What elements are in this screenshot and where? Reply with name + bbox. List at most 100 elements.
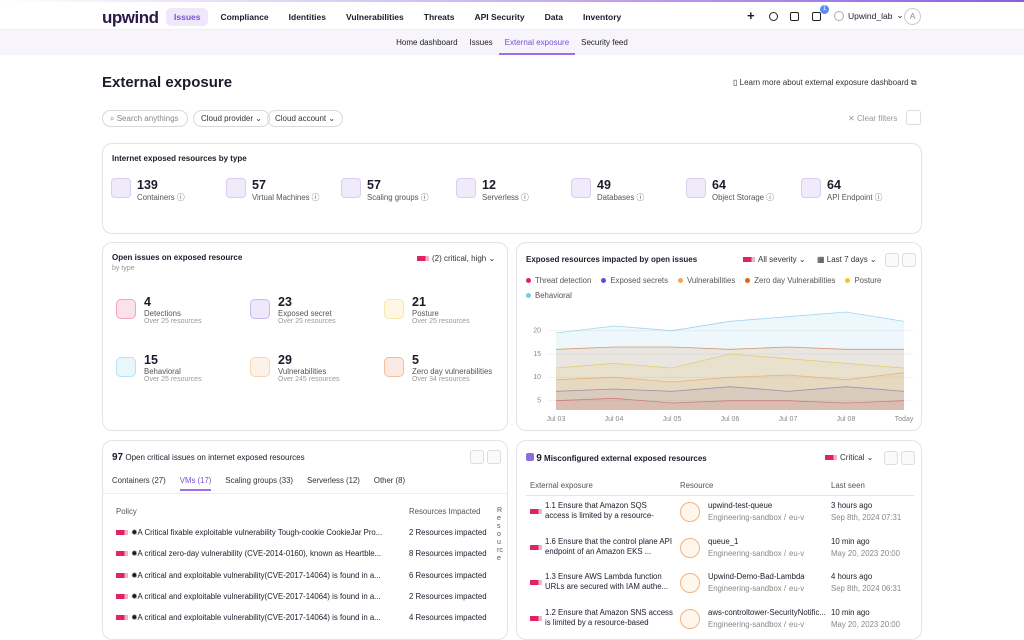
resource-icon: [680, 502, 700, 522]
impacted: 4 Resources impacted: [409, 613, 487, 623]
issue-stat: 4 Detections Over 25 resources: [116, 295, 202, 325]
nav-item[interactable]: Vulnerabilities: [345, 12, 404, 22]
column-header: Last seen: [831, 481, 865, 490]
download-button[interactable]: [902, 253, 916, 267]
expand-button[interactable]: [470, 450, 484, 464]
filter-dropdown[interactable]: Cloud account ⌄: [267, 110, 344, 127]
legend-swatch: [845, 278, 851, 283]
policy-text: A critical and exploitable vulnerability…: [137, 570, 381, 580]
issue-row[interactable]: ✹ A critical and exploitable vulnerabili…: [116, 571, 381, 580]
download-button[interactable]: [487, 450, 501, 464]
resource-label-line: Scaling groups ⓘ: [367, 193, 429, 202]
nav-item[interactable]: Inventory: [583, 12, 622, 22]
account: Engineering-sandbox /: [708, 548, 787, 558]
settings-icon[interactable]: [769, 12, 778, 21]
nav-item[interactable]: Identities: [288, 12, 326, 22]
issue-row[interactable]: ✹ A critical and exploitable vulnerabili…: [116, 592, 381, 601]
download-button[interactable]: [906, 110, 921, 125]
resource-icon: [341, 178, 361, 198]
resource-label: Scaling groups: [367, 193, 419, 202]
nav-item[interactable]: Threats: [423, 12, 455, 22]
account-switcher[interactable]: Upwind_lab ⌄: [834, 10, 904, 21]
sub-nav-item[interactable]: External exposure: [498, 30, 576, 55]
nav-item[interactable]: Issues: [166, 8, 209, 26]
legend-swatch: [601, 278, 607, 283]
time-filter[interactable]: ▦ Last 7 days ⌄: [817, 255, 877, 264]
y-tick-label: 10: [533, 374, 541, 381]
policy-text: A critical zero-day vulnerability (CVE-2…: [137, 549, 382, 559]
resource-label: Databases: [597, 193, 635, 202]
tab[interactable]: VMs (17): [179, 476, 212, 491]
filter-dropdown[interactable]: Cloud provider ⌄: [193, 110, 270, 127]
nav-item[interactable]: Data: [544, 12, 563, 22]
resource-name: Upwind-Demo-Bad-Lambda: [708, 572, 805, 581]
area: [556, 347, 904, 410]
expand-button[interactable]: [885, 253, 899, 267]
nav-item[interactable]: API Security: [474, 12, 525, 22]
exposed-resources-card: Internet exposed resources by type 139 Co…: [102, 143, 922, 234]
column-header: Policy: [116, 507, 137, 516]
resource-icon: [680, 608, 700, 629]
resource-name: queue_1: [708, 536, 739, 546]
resource-text: 139 Containers ⓘ: [137, 178, 185, 203]
issue-label: Vulnerabilities: [278, 367, 327, 376]
nav-item[interactable]: Compliance: [220, 12, 269, 22]
issue-detail: Over 25 resources: [412, 318, 470, 325]
last-seen: 10 min ago: [831, 607, 870, 617]
issue-icon: [384, 299, 404, 319]
severity-filter[interactable]: All severity ⌄: [743, 255, 806, 264]
severity-filter[interactable]: Critical ⌄: [825, 453, 873, 462]
notification-icon[interactable]: [812, 12, 821, 21]
clear-filters[interactable]: ✕ Clear filters: [848, 114, 898, 123]
issue-row[interactable]: ✹ A critical zero-day vulnerability (CVE…: [116, 549, 381, 558]
resource-icon: [226, 178, 246, 198]
divider: [526, 495, 914, 496]
resource-text: 64 API Endpoint ⓘ: [827, 178, 882, 203]
docs-icon[interactable]: [790, 12, 799, 21]
severity-filter-text: Critical: [840, 453, 865, 462]
resource-icon: [686, 178, 706, 198]
sub-nav-item[interactable]: Security feed: [581, 38, 628, 47]
issue-row[interactable]: ✹ A critical and exploitable vulnerabili…: [116, 613, 381, 622]
help-link[interactable]: ▯ Learn more about external exposure das…: [733, 78, 917, 87]
expand-button[interactable]: [884, 451, 898, 465]
resource-count: 12: [482, 178, 496, 192]
tab[interactable]: Containers (27): [112, 476, 166, 485]
column-header: Resources Impacted: [409, 507, 481, 516]
legend-swatch: [526, 293, 531, 298]
notification-badge: 1: [820, 5, 829, 14]
severity-bars: [116, 593, 128, 599]
logo[interactable]: upwind: [102, 8, 159, 27]
resource-stat: 64 API Endpoint ⓘ: [801, 178, 882, 203]
tab[interactable]: Other (8): [373, 476, 406, 485]
tabs: Containers (27) VMs (17) Scaling groups (3…: [112, 476, 405, 491]
resource-icon: [680, 537, 700, 558]
legend-swatch: [745, 278, 751, 283]
issue-text: 4 Detections Over 25 resources: [144, 295, 202, 325]
card-title: Misconfigured external exposed resources: [544, 454, 707, 463]
column-header: External exposure: [530, 481, 593, 490]
tab[interactable]: Scaling groups (33): [225, 476, 294, 485]
legend-item: Exposed secrets: [601, 273, 668, 288]
avatar[interactable]: A: [904, 8, 921, 25]
resource-label: Serverless: [482, 193, 519, 202]
severity-filter[interactable]: (2) critical, high ⌄: [417, 254, 495, 263]
resource-location: Engineering-sandbox / eu-v: [708, 549, 804, 558]
issue-text: 15 Behavioral Over 25 resources: [144, 353, 202, 383]
legend-label: Posture: [854, 276, 882, 285]
resource-location: Engineering-sandbox / eu-v: [708, 584, 804, 593]
search-box[interactable]: ⌕ Search anythings: [102, 110, 188, 127]
add-button[interactable]: +: [747, 8, 755, 23]
legend-item: Behavioral: [526, 288, 572, 303]
sub-nav-item[interactable]: Issues: [469, 38, 493, 47]
sub-nav-item[interactable]: Home dashboard: [396, 38, 458, 47]
resource-icon: [680, 573, 700, 593]
tab[interactable]: Serverless (12): [307, 476, 360, 485]
download-button[interactable]: [901, 451, 915, 465]
chart-title: Exposed resources impacted by open issue…: [526, 255, 698, 264]
last-seen-date: May 20, 2023 20:00: [831, 619, 900, 629]
issue-row[interactable]: ✹ A Critical fixable exploitable vulnera…: [116, 528, 382, 537]
issue-count: 97: [112, 452, 124, 463]
issue-icon: [384, 357, 404, 377]
resource-count: 57: [367, 178, 381, 192]
